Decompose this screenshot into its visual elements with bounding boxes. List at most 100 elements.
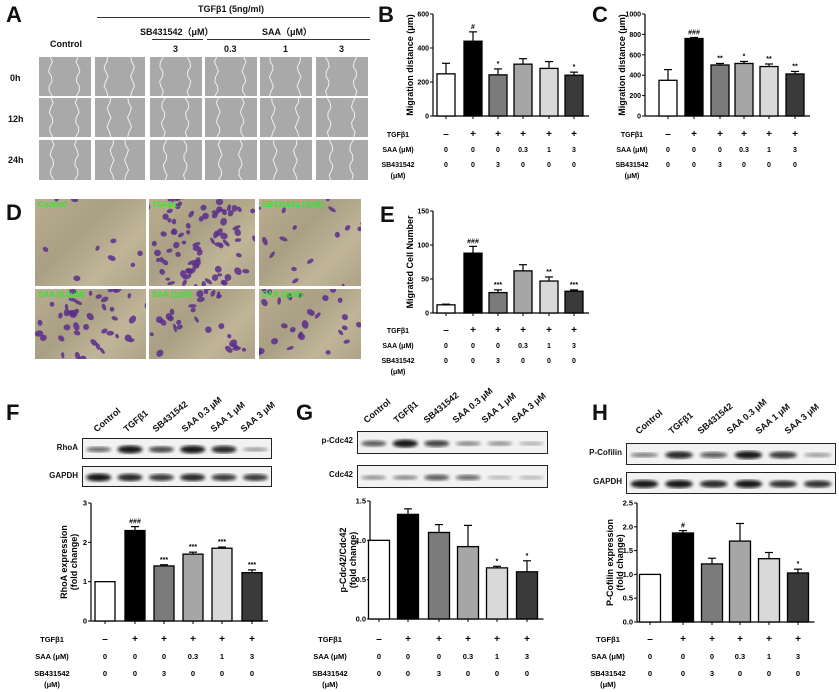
y-tick-label: 0 [425,114,429,121]
tgf-header: TGFβ1 (5ng/ml) [198,4,264,14]
blot-label: GAPDH [593,477,622,486]
y-tick-label: 1.5 [356,497,366,506]
y-tick-label: 1.0 [356,536,366,545]
scratch-image [205,140,257,180]
y-tick-label: 100 [417,243,429,250]
saa-header: SAA（μM） [262,27,313,37]
scratch-image [260,140,312,180]
bar [785,73,805,117]
tgf-condition: + [524,634,530,645]
row-label-tgf: TGFβ1 [40,635,64,644]
y-tick-label: 0 [83,617,87,626]
significance-label: *** [218,539,226,546]
saa-divider [207,39,370,40]
time-label: 24h [8,155,24,165]
y-tick-label: 0.5 [623,594,633,603]
row-label-sb: SB431542 [312,669,347,678]
y-tick-label: 2 [83,538,87,547]
sb-condition: 0 [547,162,551,169]
bar [456,545,480,620]
y-tick-label: 400 [417,46,429,53]
saa-condition: 0 [103,652,107,661]
micrograph: Control [35,199,146,286]
saa-condition: 0 [133,652,137,661]
sb-condition: 0 [742,162,746,169]
row-label-sb: SB431542 [590,669,625,678]
significance-label: * [496,558,499,565]
bar [396,513,420,620]
bar [564,290,584,314]
micrograph-label: SAA (3μM) [262,290,303,299]
panel-label-d: D [6,200,22,225]
saa-condition: 0 [692,147,696,154]
saa-condition: 3 [250,652,254,661]
panel-label-e: E [380,202,395,227]
blot-label: RhoA [56,443,78,452]
scratch-image [39,57,91,96]
blot-p-cdc42 [357,431,548,454]
saa-condition: 0 [437,652,441,661]
panel-label-f: F [6,400,20,425]
tgf-condition: + [132,634,138,645]
sb-condition: 0 [572,358,576,365]
row-label-saa: SAA (μM) [313,652,347,661]
bar [671,532,695,623]
bar [182,553,204,622]
blot-label: GAPDH [49,471,78,480]
time-label: 12h [8,114,24,124]
tgf-condition: + [494,634,500,645]
panel-label-b: B [378,2,394,27]
bar [539,67,559,117]
row-label-tgf: TGFβ1 [387,132,409,139]
saa-condition: 0 [162,652,166,661]
tgf-condition: + [571,129,577,140]
significance-label: * [743,53,746,60]
micrograph: SB431542 (3μM) [259,199,361,286]
tgf-condition: + [741,129,747,140]
saa-condition: 0.3 [518,343,528,350]
scratch-image [260,98,312,137]
tgf-condition: – [443,129,449,140]
tgf-condition: + [405,634,411,645]
saa-condition: 0 [471,147,475,154]
sb-condition: 3 [162,669,166,678]
scratch-image [205,57,257,96]
panel-label-a: A [6,2,22,27]
panel-label-g: G [296,400,314,425]
tgf-condition: + [465,634,471,645]
row-label-sb-unit: (μM) [44,680,60,689]
sb-condition: 0 [191,669,195,678]
bar [436,304,456,314]
tgf-condition: + [470,325,476,336]
saa-condition: 0 [496,147,500,154]
blot-cdc42 [357,465,548,488]
significance-label: # [471,24,475,31]
saa-condition: 0 [666,147,670,154]
scratch-image [95,57,145,96]
y-tick-label: 200 [629,93,641,100]
sb-condition: 0 [681,669,685,678]
time-label: 0h [10,73,21,83]
tgf-condition: + [520,129,526,140]
y-axis-label-unit: (fold change) [69,534,79,591]
bar [539,280,559,314]
tgf-condition: – [102,634,108,645]
saa-condition: 0 [681,652,685,661]
y-tick-label: 400 [629,73,641,80]
scratch-image [39,140,91,180]
dose-label: 0.3 [224,44,237,54]
blot-rhoa [82,438,272,459]
row-label-saa: SAA (μM) [616,147,647,154]
y-axis-label: Migrated Cell Number [405,215,415,309]
row-label-sb-unit: (μM) [322,680,338,689]
significance-label: ** [546,269,552,276]
scratch-image [316,140,368,180]
y-tick-label: 200 [417,80,429,87]
significance-label: * [797,561,800,568]
tgf-condition: + [495,325,501,336]
sb-condition: 3 [710,669,714,678]
sb-condition: 0 [796,669,800,678]
saa-condition: 0 [718,147,722,154]
